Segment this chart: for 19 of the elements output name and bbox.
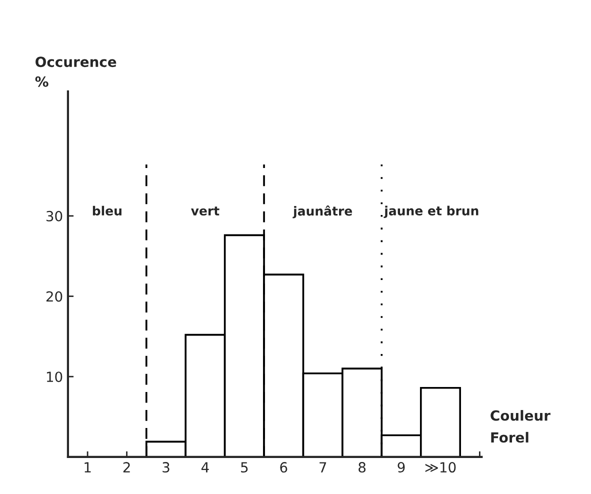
annotation: vert <box>191 206 220 216</box>
annotation: jaune et brun <box>384 206 478 218</box>
y-axis-title: Occurence % <box>35 56 116 87</box>
x-tick-label: 4 <box>201 462 209 472</box>
x-tick-label: 5 <box>241 462 248 473</box>
y-tick-label: 20 <box>46 291 62 302</box>
y-tick-label: 10 <box>46 372 62 382</box>
x-axis-title: Couleur Forel <box>490 410 550 443</box>
x-tick-label: 1 <box>84 462 91 472</box>
x-tick-label: 2 <box>123 462 130 472</box>
x-tick-label: 6 <box>280 462 288 473</box>
x-tick-label: 7 <box>320 462 326 472</box>
x-tick-label: 8 <box>358 462 366 473</box>
x-tick-label: 9 <box>398 462 405 473</box>
annotation: jaunâtre <box>292 206 352 218</box>
x-tick-label: ≫10 <box>425 462 456 473</box>
annotation: bleu <box>92 206 122 216</box>
x-tick-label: 3 <box>162 462 170 473</box>
y-tick-label: 30 <box>46 210 62 222</box>
